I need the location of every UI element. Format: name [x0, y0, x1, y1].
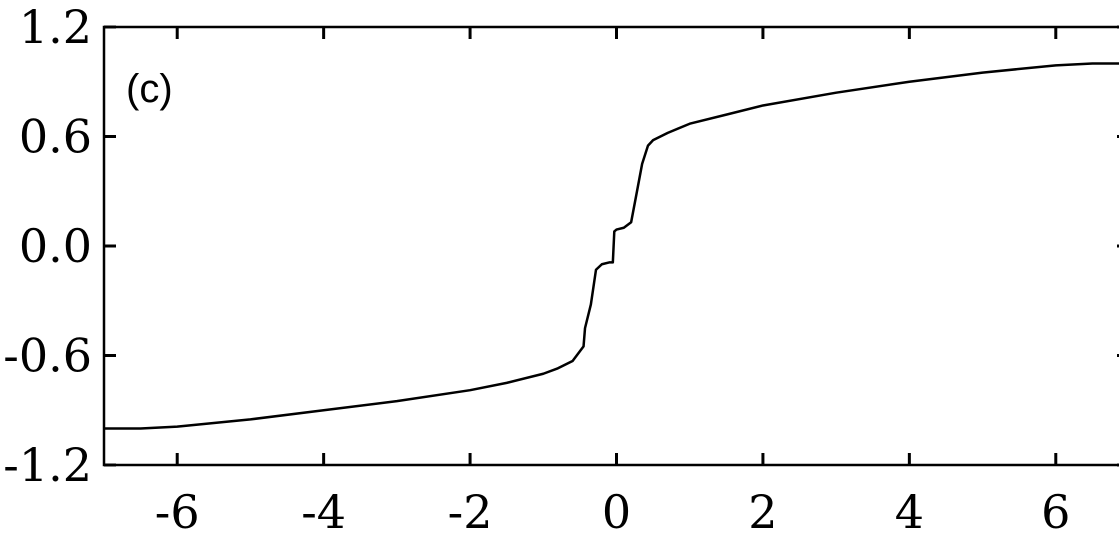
y-tick-label: -0.6 — [3, 329, 92, 383]
axis-ticks — [104, 25, 1119, 467]
x-tick-label: -6 — [155, 485, 200, 533]
y-tick-label: -1.2 — [3, 438, 92, 492]
y-tick-label: 1.2 — [19, 0, 92, 54]
plot-frame — [102, 25, 1119, 467]
data-series-line — [104, 62, 1119, 430]
x-tick-label: 4 — [895, 485, 924, 533]
x-tick-label: 6 — [1041, 485, 1070, 533]
x-tick-label: -4 — [301, 485, 346, 533]
panel-label: (c) — [126, 67, 173, 111]
x-tick-label: 0 — [602, 485, 631, 533]
x-tick-label: 2 — [748, 485, 777, 533]
y-tick-label: 0.6 — [19, 110, 92, 164]
y-tick-label: 0.0 — [19, 219, 92, 273]
x-tick-label: -2 — [448, 485, 493, 533]
axis-tick-labels: -6 -4 -2 0 2 4 6 1.2 0.6 0.0 -0.6 -1.2 — [3, 0, 1070, 533]
